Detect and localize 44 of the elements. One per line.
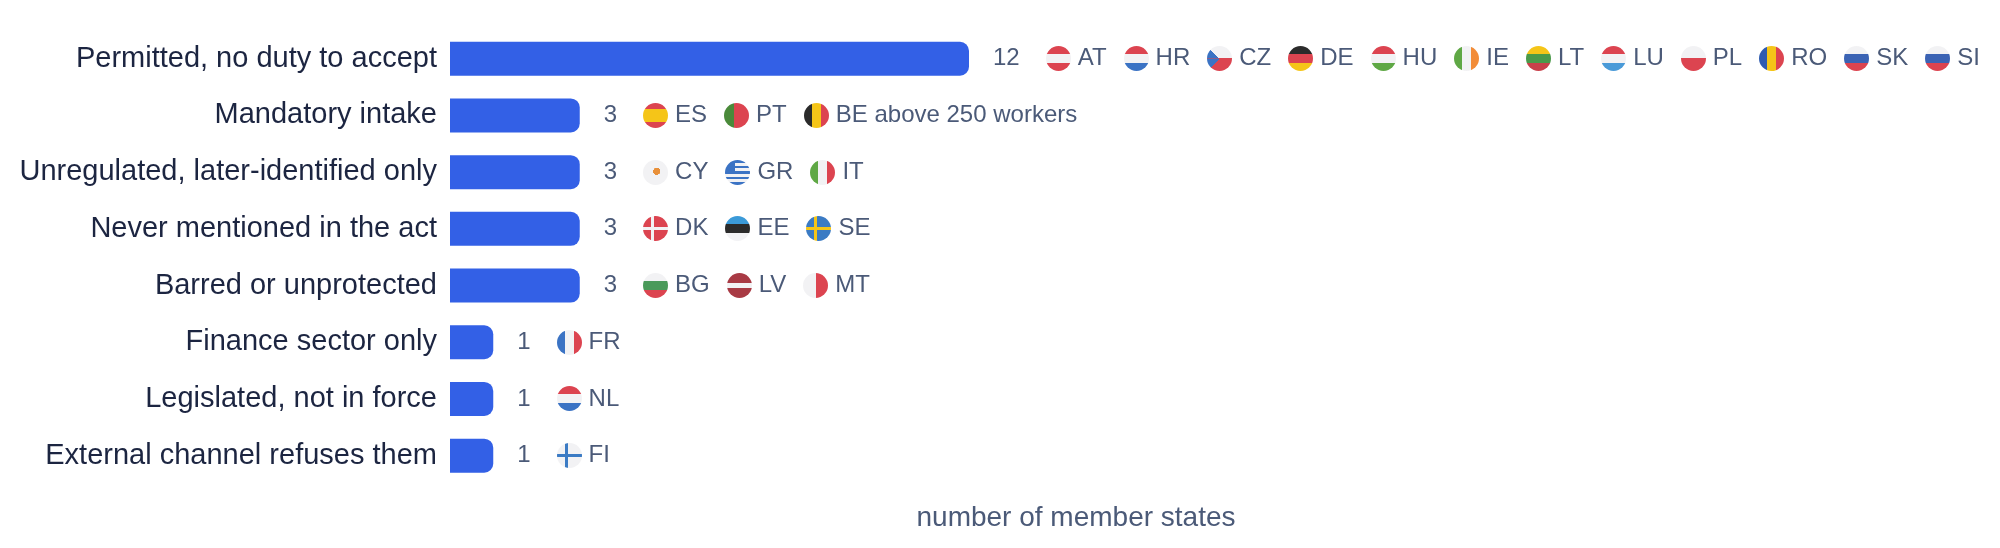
text: HR — [1155, 43, 1191, 71]
annotation: MT — [835, 270, 871, 298]
text: AT — [1077, 43, 1107, 71]
text: LT — [1557, 43, 1585, 71]
annotation: NL — [588, 383, 620, 411]
data-label: 3 — [603, 270, 618, 298]
annotation: BE above 250 workers — [835, 100, 1078, 128]
y-tick-label: Barred or unprotected — [154, 267, 437, 300]
annotation: BG — [675, 270, 710, 298]
data-label: 1 — [517, 440, 531, 468]
text: LU — [1633, 43, 1664, 71]
x-axis-title: number of member states — [916, 500, 1236, 532]
y-tick-label: Permitted, no duty to accept — [75, 40, 437, 73]
annotation: CY — [675, 156, 709, 184]
annotation: FI — [588, 440, 610, 468]
annotation: PT — [756, 100, 788, 128]
data-label: 12 — [993, 43, 1020, 71]
text: HU — [1402, 43, 1438, 71]
y-tick-label: Mandatory intake — [214, 97, 437, 130]
annotation: EE — [757, 213, 790, 241]
text: DE — [1320, 43, 1354, 71]
annotation: DK — [675, 213, 709, 241]
annotation: GR — [757, 156, 794, 184]
annotation: FR — [588, 326, 621, 354]
text: RO — [1791, 43, 1828, 71]
text: IE — [1486, 43, 1509, 71]
data-label: 3 — [603, 213, 618, 241]
text: SI — [1957, 43, 1980, 71]
annotation: IT — [842, 156, 865, 184]
text: CZ — [1239, 43, 1272, 71]
annotation: LV — [758, 270, 787, 298]
y-tick-label: Legislated, not in force — [145, 380, 437, 413]
data-label: 3 — [603, 100, 618, 128]
y-tick-label: Unregulated, later-identified only — [19, 154, 438, 187]
annotation: ES — [675, 100, 708, 128]
text: PL — [1712, 43, 1743, 71]
data-label: 1 — [517, 326, 531, 354]
y-tick-label: External channel refuses them — [45, 437, 437, 470]
data-label: 1 — [517, 383, 531, 411]
y-tick-label: Finance sector only — [185, 324, 438, 357]
text: SK — [1876, 43, 1909, 71]
data-label: 3 — [603, 156, 618, 184]
annotation: SE — [838, 213, 871, 241]
y-tick-label: Never mentioned in the act — [90, 210, 437, 243]
